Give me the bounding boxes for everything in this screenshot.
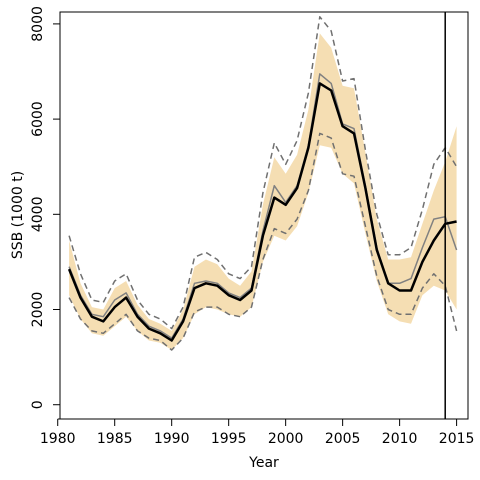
x-tick-label: 1980 <box>40 431 76 447</box>
y-axis: 0 2000 4000 6000 8000 <box>30 6 61 409</box>
x-tick-label: 1990 <box>154 431 190 447</box>
y-tick-label: 2000 <box>30 292 46 328</box>
x-tick-label: 1985 <box>97 431 133 447</box>
x-tick-label: 2010 <box>382 431 418 447</box>
plot-area <box>67 12 458 419</box>
x-axis-title: Year <box>248 455 279 471</box>
alt-estimate-line <box>68 73 458 339</box>
x-axis: 1980 1985 1990 1995 2000 2005 2010 2015 <box>40 418 475 447</box>
y-tick-label: 6000 <box>30 101 46 137</box>
estimate-line <box>67 82 457 342</box>
x-tick-label: 1995 <box>211 431 247 447</box>
x-tick-label: 2005 <box>325 431 361 447</box>
y-tick-label: 8000 <box>30 6 46 42</box>
x-tick-label: 2000 <box>268 431 304 447</box>
lower-bound-line <box>68 132 458 351</box>
upper-bound-line <box>68 16 458 330</box>
y-tick-label: 0 <box>30 400 46 409</box>
confidence-band <box>69 33 457 351</box>
x-tick-label: 2015 <box>439 431 475 447</box>
y-tick-label: 4000 <box>30 196 46 232</box>
y-axis-title: SSB (1000 t) <box>10 171 26 259</box>
